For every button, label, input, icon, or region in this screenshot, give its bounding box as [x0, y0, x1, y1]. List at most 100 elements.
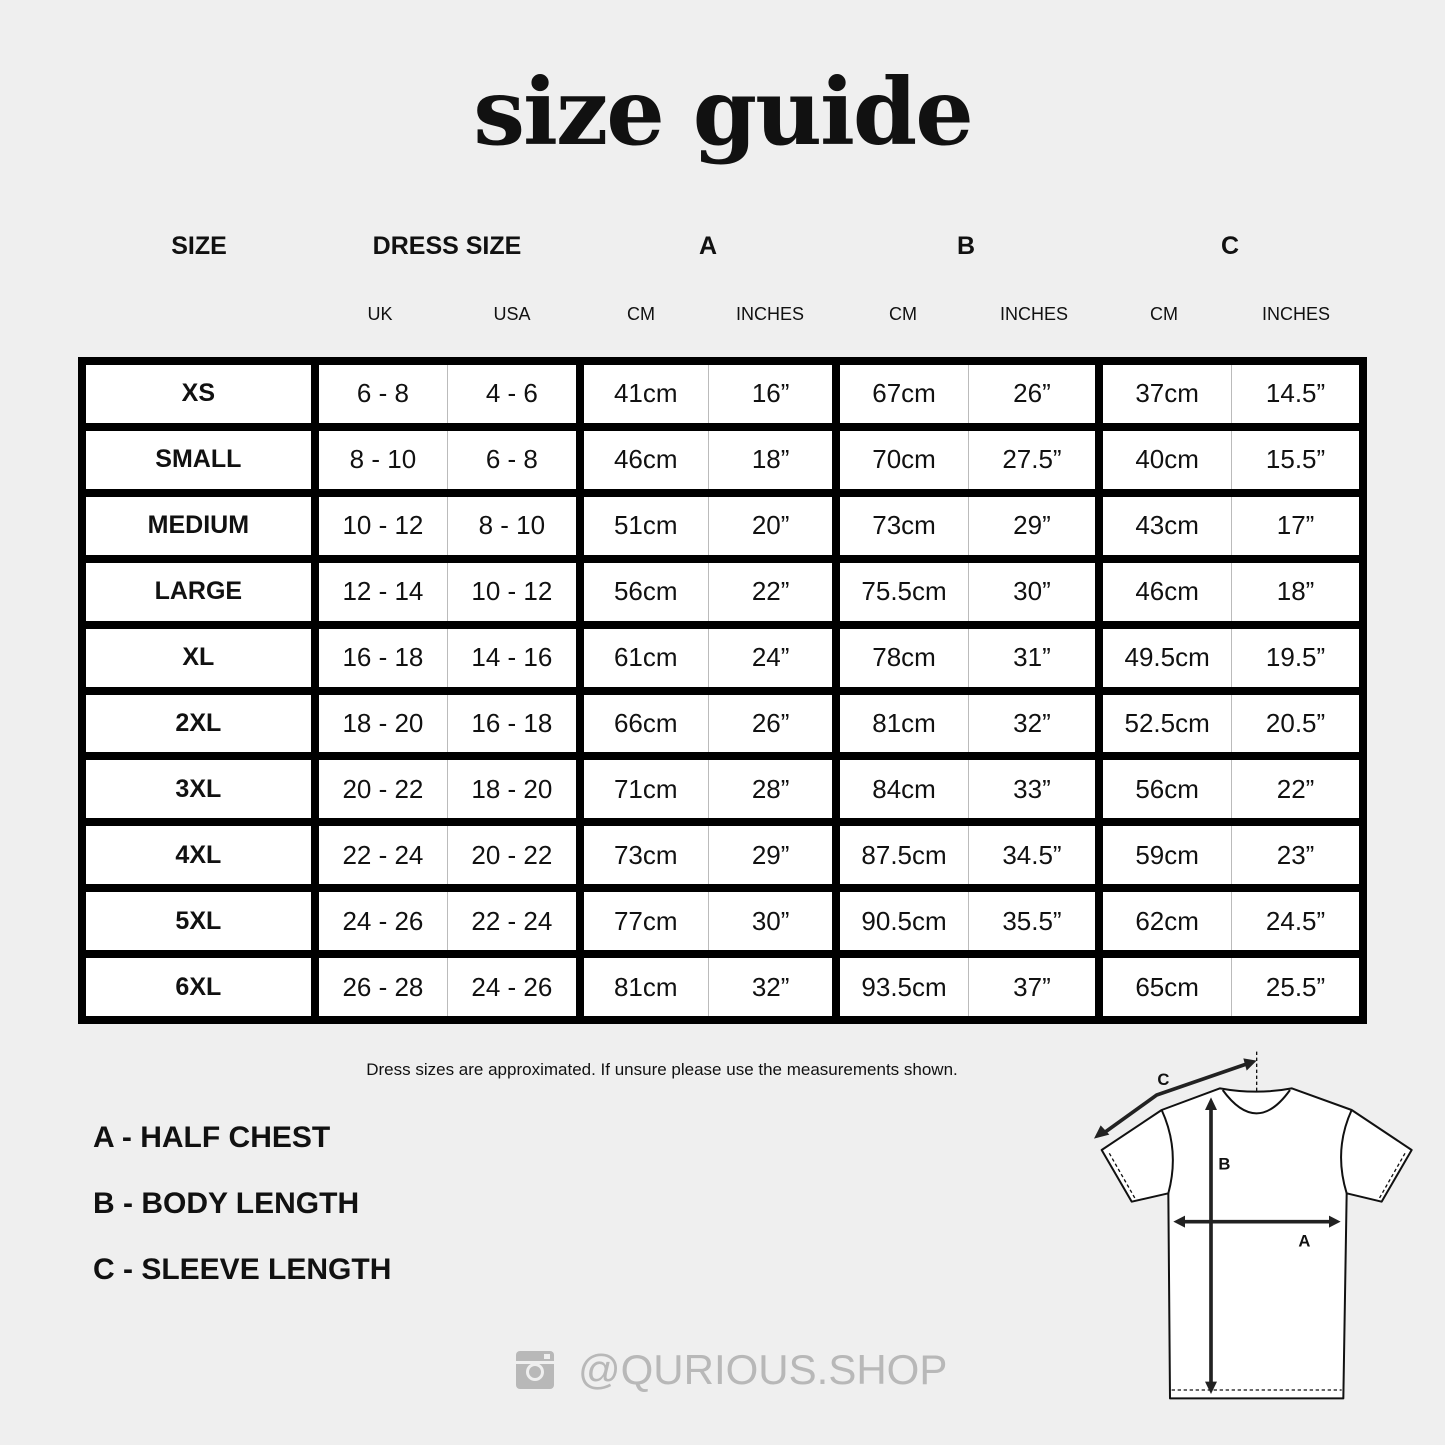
measure-a-a-in-cell: 30”: [707, 892, 832, 951]
dress-size-uk-cell: 26 - 28: [342, 971, 424, 1002]
measure-a-group: 81cm 32”: [583, 958, 833, 1016]
dress-size-uk-cell: 12 - 14: [342, 576, 424, 607]
tshirt-outline: [1100, 1087, 1413, 1400]
size-cell: 3XL: [86, 760, 311, 819]
legend-b: B - BODY LENGTH: [93, 1187, 360, 1220]
subheader-c-inches: INCHES: [1261, 304, 1331, 324]
subheader-uk: UK: [367, 304, 393, 324]
measure-c-c-cm-cell: 65cm: [1135, 971, 1199, 1002]
measure-c-group: 46cm 18”: [1103, 562, 1359, 621]
diagram-label-c: C: [1157, 1070, 1169, 1089]
measure-c-group: 52.5cm 20.5”: [1103, 694, 1359, 753]
measure-a-group: 46cm 18”: [583, 430, 833, 489]
dress-size-uk-cell: 22 - 24: [342, 839, 424, 870]
measure-a-a-cm-cell: 66cm: [613, 707, 678, 738]
measure-c-group: 59cm 23”: [1103, 826, 1359, 885]
size-cell: 5XL: [86, 892, 311, 951]
measure-a-a-cm-cell: 46cm: [613, 444, 678, 475]
measure-b-b-in-cell: 31”: [967, 628, 1095, 687]
measure-b-b-cm-cell: 90.5cm: [861, 905, 947, 936]
measure-b-b-cm-cell: 93.5cm: [861, 971, 947, 1002]
measure-c-group: 40cm 15.5”: [1103, 430, 1359, 489]
header-b: B: [956, 232, 976, 260]
dress-size-usa-cell: 16 - 18: [447, 694, 575, 753]
measure-c-c-in-cell: 15.5”: [1231, 430, 1359, 489]
measure-a-a-cm-cell: 41cm: [613, 378, 678, 409]
dress-size-usa-cell: 24 - 26: [447, 958, 575, 1016]
tshirt-diagram: C B A: [1094, 1051, 1413, 1400]
measure-a-group: 66cm 26”: [583, 694, 833, 753]
measure-c-group: 43cm 17”: [1103, 496, 1359, 555]
measure-b-b-in-cell: 37”: [967, 958, 1095, 1016]
diagram-label-b: B: [1218, 1154, 1230, 1173]
measure-a-a-cm-cell: 71cm: [613, 773, 678, 804]
measure-b-b-in-cell: 30”: [967, 562, 1095, 621]
measure-b-group: 81cm 32”: [840, 694, 1096, 753]
measure-a-a-cm-cell: 61cm: [613, 642, 678, 673]
measure-c-c-cm-cell: 49.5cm: [1124, 642, 1210, 673]
measure-b-group: 75.5cm 30”: [840, 562, 1096, 621]
social-handle: @QURIOUS.SHOP: [516, 1346, 947, 1394]
measure-c-c-in-cell: 20.5”: [1231, 694, 1359, 753]
measure-a-group: 71cm 28”: [583, 760, 833, 819]
size-cell: LARGE: [86, 562, 311, 621]
measure-c-c-cm-cell: 59cm: [1135, 839, 1199, 870]
measure-a-group: 56cm 22”: [583, 562, 833, 621]
dress-size-usa-cell: 14 - 16: [447, 628, 575, 687]
dress-size-group: 10 - 12 8 - 10: [318, 496, 576, 555]
measure-a-a-cm-cell: 77cm: [613, 905, 678, 936]
header-c: C: [1220, 232, 1240, 260]
measure-b-group: 70cm 27.5”: [840, 430, 1096, 489]
dress-size-uk-cell: 6 - 8: [356, 378, 409, 409]
measure-a-group: 51cm 20”: [583, 496, 833, 555]
tshirt-sleeve-seam-right: [1340, 1109, 1353, 1194]
measure-a-a-cm-cell: 56cm: [613, 576, 678, 607]
subheader-b-cm: CM: [889, 304, 917, 324]
tshirt-sleeve-seam-left: [1160, 1109, 1174, 1194]
dress-size-usa-cell: 22 - 24: [447, 892, 575, 951]
dress-size-group: 8 - 10 6 - 8: [318, 430, 576, 489]
social-handle-text: @QURIOUS.SHOP: [578, 1346, 948, 1393]
dress-size-uk-cell: 8 - 10: [349, 444, 417, 475]
measure-b-b-cm-cell: 73cm: [872, 510, 936, 541]
subheader-usa: USA: [493, 304, 531, 324]
subheader-a-inches: INCHES: [735, 304, 805, 324]
measure-c-c-cm-cell: 52.5cm: [1124, 707, 1210, 738]
dress-size-group: 18 - 20 16 - 18: [318, 694, 576, 753]
measure-b-b-cm-cell: 78cm: [872, 642, 936, 673]
size-cell: 4XL: [86, 826, 311, 885]
measure-b-group: 73cm 29”: [840, 496, 1096, 555]
measure-c-c-cm-cell: 46cm: [1135, 576, 1199, 607]
measure-c-group: 56cm 22”: [1103, 760, 1359, 819]
dress-size-group: 6 - 8 4 - 6: [318, 365, 576, 423]
measure-a-a-in-cell: 20”: [707, 496, 832, 555]
measure-c-c-cm-cell: 37cm: [1135, 378, 1199, 409]
dress-size-usa-cell: 8 - 10: [447, 496, 575, 555]
measure-a-a-cm-cell: 73cm: [613, 839, 678, 870]
measure-c-c-cm-cell: 43cm: [1135, 510, 1199, 541]
measure-c-c-in-cell: 18”: [1231, 562, 1359, 621]
dress-size-usa-cell: 18 - 20: [447, 760, 575, 819]
measure-a-a-cm-cell: 51cm: [613, 510, 678, 541]
measure-c-c-in-cell: 22”: [1231, 760, 1359, 819]
size-cell: MEDIUM: [86, 496, 311, 555]
measure-c-group: 49.5cm 19.5”: [1103, 628, 1359, 687]
measure-b-b-in-cell: 33”: [967, 760, 1095, 819]
header-size: SIZE: [171, 232, 227, 260]
dress-size-group: 24 - 26 22 - 24: [318, 892, 576, 951]
measure-b-b-in-cell: 32”: [967, 694, 1095, 753]
measure-b-b-in-cell: 26”: [967, 365, 1095, 423]
measure-c-group: 62cm 24.5”: [1103, 892, 1359, 951]
measure-a-a-in-cell: 28”: [707, 760, 832, 819]
measure-a-group: 77cm 30”: [583, 892, 833, 951]
measure-c-group: 65cm 25.5”: [1103, 958, 1359, 1016]
measure-c-c-in-cell: 14.5”: [1231, 365, 1359, 423]
dress-size-uk-cell: 18 - 20: [342, 707, 424, 738]
measure-b-group: 78cm 31”: [840, 628, 1096, 687]
measure-b-b-cm-cell: 84cm: [872, 773, 936, 804]
measure-b-group: 87.5cm 34.5”: [840, 826, 1096, 885]
measure-b-b-cm-cell: 75.5cm: [861, 576, 947, 607]
measure-c-c-in-cell: 23”: [1231, 826, 1359, 885]
dress-size-group: 20 - 22 18 - 20: [318, 760, 576, 819]
dress-size-group: 26 - 28 24 - 26: [318, 958, 576, 1016]
